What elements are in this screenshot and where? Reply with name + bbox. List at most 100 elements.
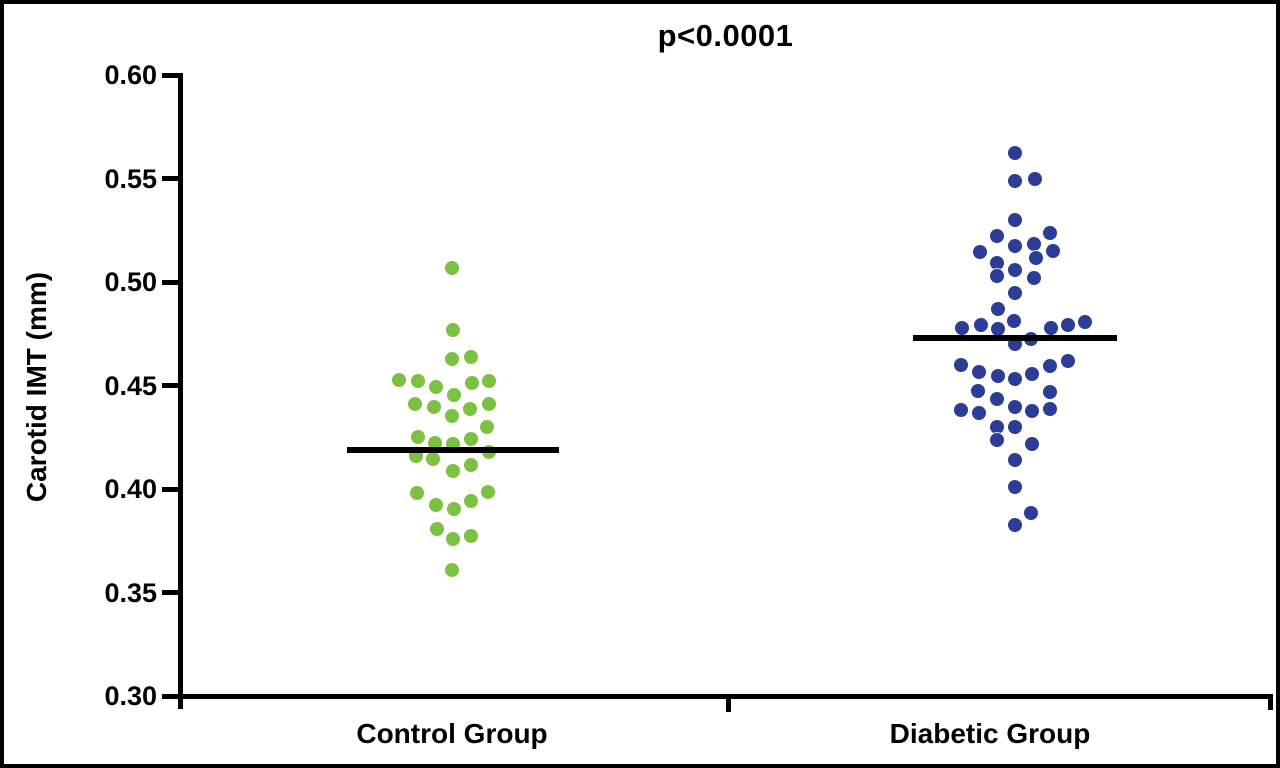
- y-axis-tick: [162, 590, 183, 595]
- data-point: [1028, 171, 1042, 186]
- y-axis-tick-label: 0.50: [104, 267, 157, 297]
- data-point: [429, 379, 443, 394]
- y-axis-tick: [162, 279, 183, 285]
- data-point: [465, 376, 479, 391]
- data-point: [1061, 353, 1075, 368]
- data-point: [1043, 402, 1057, 417]
- x-axis-mid-tick: [726, 699, 731, 712]
- data-point: [447, 387, 461, 402]
- data-point: [392, 373, 406, 388]
- data-point: [1078, 315, 1092, 330]
- data-point: [990, 391, 1004, 406]
- data-point: [973, 244, 987, 259]
- data-point: [954, 403, 968, 418]
- figure-title: p<0.0001: [657, 18, 794, 53]
- data-point: [446, 464, 460, 479]
- data-point: [1008, 212, 1022, 227]
- data-point: [990, 229, 1004, 244]
- data-point: [1008, 479, 1022, 494]
- data-point: [971, 383, 985, 398]
- data-point: [991, 301, 1005, 316]
- x-category-label: Diabetic Group: [889, 718, 1091, 749]
- y-axis-tick-label: 0.35: [104, 577, 157, 608]
- data-point: [1008, 400, 1022, 415]
- data-point: [1025, 437, 1039, 452]
- data-point: [955, 320, 969, 335]
- data-point: [1008, 238, 1022, 253]
- data-point: [464, 349, 478, 364]
- y-axis-tick-label: 0.60: [104, 60, 157, 90]
- data-point: [481, 485, 495, 500]
- data-point: [1061, 318, 1075, 333]
- data-point: [990, 268, 1004, 283]
- y-axis-line: [178, 73, 183, 709]
- data-point: [430, 522, 444, 537]
- data-point: [1008, 262, 1022, 277]
- data-point: [1008, 173, 1022, 188]
- data-point: [464, 528, 478, 543]
- data-point: [1046, 243, 1060, 258]
- y-axis-tick: [162, 486, 183, 492]
- data-point: [990, 419, 1004, 434]
- data-point: [482, 374, 496, 389]
- y-axis-tick: [162, 176, 183, 181]
- data-point: [445, 562, 459, 577]
- data-point: [1044, 320, 1058, 335]
- data-point: [445, 351, 459, 366]
- data-point: [464, 458, 478, 473]
- y-axis-tick: [162, 72, 183, 78]
- y-axis-tick: [162, 693, 183, 699]
- data-point: [1008, 286, 1022, 301]
- y-axis-tick-label: 0.30: [104, 681, 157, 711]
- data-point: [464, 494, 478, 509]
- data-point: [1024, 505, 1038, 520]
- data-point: [1027, 270, 1041, 285]
- data-point: [429, 497, 443, 512]
- data-point: [1027, 236, 1041, 251]
- data-point: [954, 357, 968, 372]
- data-point: [1043, 226, 1057, 241]
- data-point: [1029, 251, 1043, 266]
- data-point: [972, 406, 986, 421]
- x-category-label: Control Group: [356, 718, 548, 749]
- data-point: [411, 430, 425, 445]
- data-point: [1043, 384, 1057, 399]
- data-point: [411, 374, 425, 389]
- y-axis-tick-label: 0.40: [104, 474, 157, 504]
- data-point: [480, 419, 494, 434]
- mean-line: [347, 446, 559, 453]
- data-point: [991, 369, 1005, 384]
- data-point: [447, 501, 461, 516]
- data-point: [446, 322, 460, 337]
- data-point: [408, 397, 422, 412]
- data-point: [1008, 372, 1022, 387]
- data-point: [990, 256, 1004, 271]
- data-point: [972, 365, 986, 380]
- data-point: [482, 397, 496, 412]
- data-point: [1025, 367, 1039, 382]
- data-point: [990, 433, 1004, 448]
- data-point: [445, 408, 459, 423]
- data-point: [463, 402, 477, 417]
- data-point: [410, 486, 424, 501]
- data-point: [991, 322, 1005, 337]
- data-point: [427, 400, 441, 415]
- data-point: [426, 451, 440, 466]
- data-point: [446, 531, 460, 546]
- data-point: [1007, 314, 1021, 329]
- data-point: [464, 432, 478, 447]
- data-point: [445, 260, 459, 275]
- data-point: [1043, 358, 1057, 373]
- data-point: [1025, 404, 1039, 419]
- y-axis-tick: [162, 383, 183, 388]
- mean-line: [913, 334, 1117, 341]
- x-axis-line: [178, 694, 1273, 699]
- data-point: [1008, 518, 1022, 533]
- data-point: [974, 318, 988, 333]
- data-point: [1008, 419, 1022, 434]
- y-axis-tick-label: 0.55: [104, 163, 157, 194]
- data-point: [1008, 453, 1022, 468]
- x-axis-end-tick: [1268, 699, 1273, 710]
- y-axis-label: Carotid IMT (mm): [21, 271, 52, 503]
